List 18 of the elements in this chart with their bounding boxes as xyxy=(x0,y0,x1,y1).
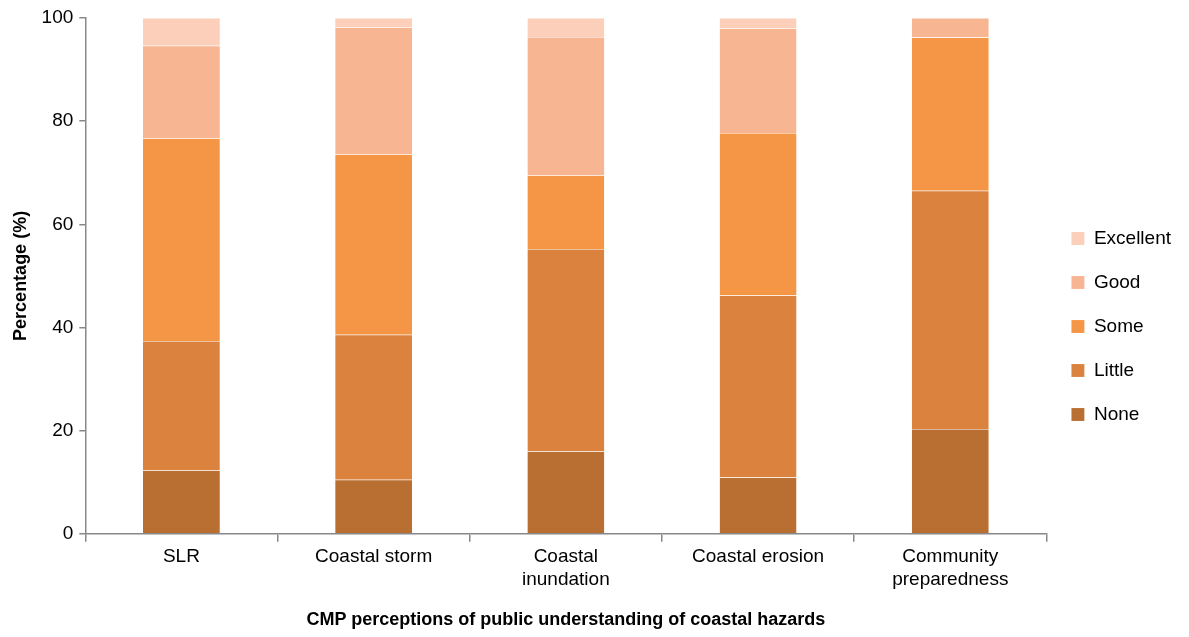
y-tick-label: 0 xyxy=(62,522,74,544)
y-tick-label: 80 xyxy=(52,109,74,131)
y-tick-label: 40 xyxy=(52,315,74,337)
x-axis-title: CMP perceptions of public understanding of coastal hazards xyxy=(306,609,826,630)
x-tick-label: Coastal storm xyxy=(315,545,433,567)
legend-label: Some xyxy=(1093,314,1144,336)
y-tick-label: 20 xyxy=(52,418,74,440)
y-axis-title: Percentage (%) xyxy=(9,210,30,341)
y-tick-label: 60 xyxy=(52,212,74,234)
x-tick-label: Community preparedness xyxy=(892,545,1009,590)
y-tick-label: 100 xyxy=(41,6,74,28)
legend-label: Good xyxy=(1093,270,1141,292)
legend-label: Excellent xyxy=(1093,226,1172,248)
x-tick-label: SLR xyxy=(162,545,200,567)
legend-label: None xyxy=(1093,402,1140,424)
x-tick-label: Coastal erosion xyxy=(692,545,825,567)
x-tick-label: Coastal inundation xyxy=(522,545,610,590)
legend-label: Little xyxy=(1093,358,1135,380)
